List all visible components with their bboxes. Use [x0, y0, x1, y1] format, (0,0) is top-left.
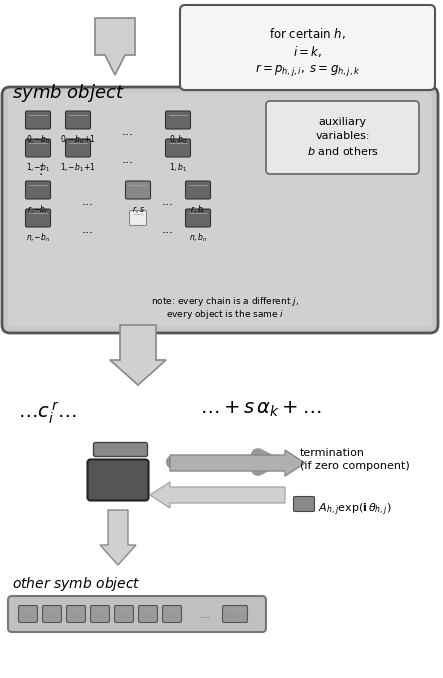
- Text: $1,\!\!-\!b_1$: $1,\!\!-\!b_1$: [26, 162, 50, 174]
- FancyBboxPatch shape: [66, 139, 90, 157]
- Text: note: every chain is a different $j$,: note: every chain is a different $j$,: [151, 295, 299, 308]
- Text: for certain $h$,: for certain $h$,: [269, 26, 346, 41]
- Text: $r = p_{h,j,i},\; s = g_{h,j,k}$: $r = p_{h,j,i},\; s = g_{h,j,k}$: [255, 62, 360, 78]
- FancyBboxPatch shape: [114, 605, 133, 622]
- FancyBboxPatch shape: [88, 460, 148, 500]
- Text: $A_{h,j}\exp(\mathbf{i}\,\theta_{h,j})$: $A_{h,j}\exp(\mathbf{i}\,\theta_{h,j})$: [318, 502, 392, 519]
- Text: $n,b_n$: $n,b_n$: [189, 232, 207, 245]
- Text: ...: ...: [122, 125, 134, 138]
- Text: $1,b_1$: $1,b_1$: [169, 162, 187, 174]
- Text: ...: ...: [162, 195, 174, 208]
- Text: ...: ...: [82, 195, 94, 208]
- Text: $1,\!\!-\!b_1\!+\!1$: $1,\!\!-\!b_1\!+\!1$: [60, 162, 96, 174]
- Text: ...: ...: [162, 223, 174, 236]
- Text: (if zero component): (if zero component): [300, 461, 410, 471]
- FancyBboxPatch shape: [129, 210, 147, 226]
- Polygon shape: [95, 18, 135, 75]
- Text: $r,s$: $r,s$: [132, 204, 144, 215]
- Text: $\ldots + s\,\alpha_k + \ldots$: $\ldots + s\,\alpha_k + \ldots$: [200, 400, 321, 419]
- Polygon shape: [150, 482, 285, 508]
- Text: $r,\!\!-\!b_r$: $r,\!\!-\!b_r$: [27, 204, 49, 216]
- Text: termination: termination: [300, 448, 365, 458]
- Text: $\mathit{symb}$ object: $\mathit{symb}$ object: [12, 82, 125, 104]
- FancyBboxPatch shape: [2, 87, 438, 333]
- FancyBboxPatch shape: [26, 181, 51, 199]
- Polygon shape: [170, 450, 305, 476]
- FancyBboxPatch shape: [186, 181, 210, 199]
- FancyBboxPatch shape: [19, 605, 38, 622]
- FancyBboxPatch shape: [66, 605, 85, 622]
- FancyBboxPatch shape: [90, 605, 109, 622]
- FancyBboxPatch shape: [26, 111, 51, 129]
- Text: ...: ...: [200, 610, 211, 620]
- Text: $\vdots$: $\vdots$: [34, 163, 43, 177]
- FancyBboxPatch shape: [266, 101, 419, 174]
- Text: $\ldots c_i^{\,r} \ldots$: $\ldots c_i^{\,r} \ldots$: [18, 400, 77, 426]
- Text: $0,b_0$: $0,b_0$: [169, 134, 187, 146]
- Text: $i = k$,: $i = k$,: [293, 44, 322, 59]
- FancyBboxPatch shape: [139, 605, 158, 622]
- Text: every object is the same $i$: every object is the same $i$: [166, 308, 284, 321]
- Text: auxiliary: auxiliary: [319, 117, 366, 127]
- Polygon shape: [110, 325, 166, 385]
- FancyBboxPatch shape: [222, 605, 248, 622]
- Text: $0,\!\!-\!b_0$: $0,\!\!-\!b_0$: [26, 134, 50, 146]
- FancyBboxPatch shape: [26, 139, 51, 157]
- Text: variables:: variables:: [315, 131, 370, 141]
- FancyBboxPatch shape: [166, 139, 190, 157]
- Polygon shape: [100, 510, 136, 565]
- FancyBboxPatch shape: [163, 605, 182, 622]
- Text: $r,b_r$: $r,b_r$: [190, 204, 206, 216]
- FancyBboxPatch shape: [66, 111, 90, 129]
- FancyBboxPatch shape: [8, 93, 432, 327]
- Text: $n,\!\!-\!b_n$: $n,\!\!-\!b_n$: [26, 232, 50, 245]
- Text: ...: ...: [82, 223, 94, 236]
- Text: $b$ and others: $b$ and others: [307, 145, 378, 157]
- FancyBboxPatch shape: [93, 443, 148, 456]
- Text: other $\mathit{symb}$ object: other $\mathit{symb}$ object: [12, 575, 141, 593]
- FancyBboxPatch shape: [8, 596, 266, 632]
- Text: $0,\!\!-\!b_0\!+\!1$: $0,\!\!-\!b_0\!+\!1$: [60, 134, 96, 146]
- Text: ...: ...: [122, 153, 134, 166]
- FancyBboxPatch shape: [43, 605, 62, 622]
- FancyBboxPatch shape: [180, 5, 435, 90]
- FancyBboxPatch shape: [26, 209, 51, 227]
- FancyBboxPatch shape: [166, 111, 190, 129]
- FancyBboxPatch shape: [186, 209, 210, 227]
- FancyBboxPatch shape: [125, 181, 151, 199]
- FancyBboxPatch shape: [294, 496, 315, 511]
